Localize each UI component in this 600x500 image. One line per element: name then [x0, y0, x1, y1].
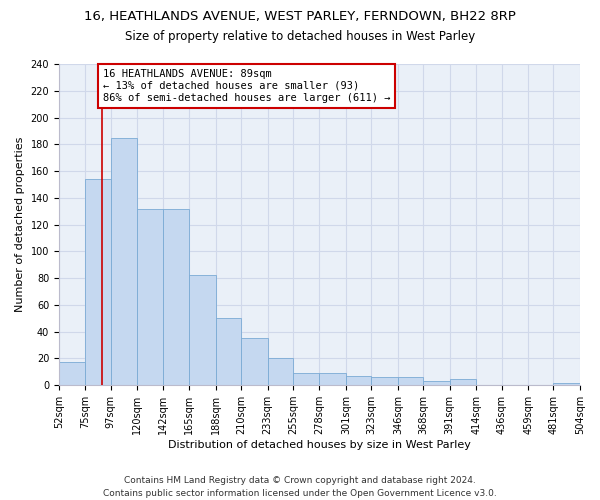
Bar	[293, 373, 319, 385]
Y-axis label: Number of detached properties: Number of detached properties	[15, 137, 25, 312]
Bar	[189, 276, 215, 385]
Bar	[268, 358, 293, 385]
Text: Size of property relative to detached houses in West Parley: Size of property relative to detached ho…	[125, 30, 475, 43]
Bar	[137, 208, 163, 385]
Bar	[450, 378, 476, 385]
Text: Contains HM Land Registry data © Crown copyright and database right 2024.
Contai: Contains HM Land Registry data © Crown c…	[103, 476, 497, 498]
Bar	[111, 138, 137, 385]
Text: 16, HEATHLANDS AVENUE, WEST PARLEY, FERNDOWN, BH22 8RP: 16, HEATHLANDS AVENUE, WEST PARLEY, FERN…	[84, 10, 516, 23]
Text: 16 HEATHLANDS AVENUE: 89sqm
← 13% of detached houses are smaller (93)
86% of sem: 16 HEATHLANDS AVENUE: 89sqm ← 13% of det…	[103, 70, 390, 102]
Bar	[423, 381, 450, 385]
Bar	[163, 208, 189, 385]
Bar	[85, 179, 111, 385]
Bar	[346, 376, 371, 385]
Bar	[398, 377, 423, 385]
Bar	[371, 377, 398, 385]
Bar	[215, 318, 241, 385]
Bar	[553, 382, 580, 385]
Bar	[319, 373, 346, 385]
X-axis label: Distribution of detached houses by size in West Parley: Distribution of detached houses by size …	[168, 440, 471, 450]
Bar	[241, 338, 268, 385]
Bar	[59, 362, 85, 385]
